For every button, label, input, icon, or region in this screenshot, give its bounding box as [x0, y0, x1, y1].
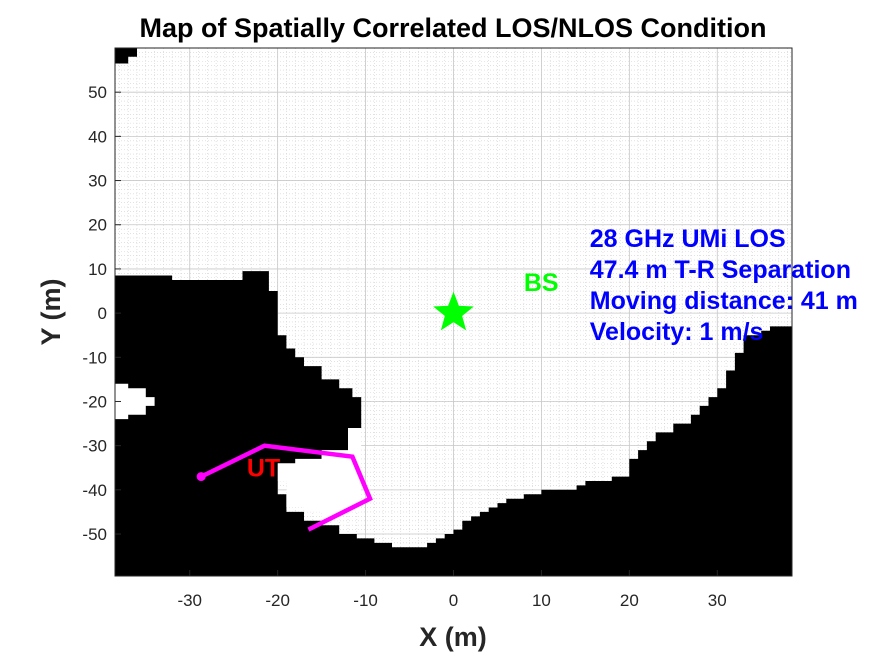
info-annotation: Velocity: 1 m/s: [590, 318, 764, 346]
bs-label: BS: [524, 269, 559, 297]
ut-start-point: [196, 472, 206, 482]
y-tick-label: -20: [82, 392, 107, 411]
x-tick-label: -20: [265, 591, 290, 610]
y-axis-label: Y (m): [36, 278, 66, 345]
info-annotation: Moving distance: 41 m: [590, 287, 858, 315]
los-region-west-los-pocket: [115, 383, 155, 420]
y-tick-label: 50: [88, 83, 107, 102]
ut-track-line: [200, 443, 373, 532]
los-region-ut-los-pocket: [277, 428, 362, 521]
y-tick-label: -50: [82, 525, 107, 544]
bs-star-icon: [433, 291, 474, 331]
chart-title: Map of Spatially Correlated LOS/NLOS Con…: [139, 13, 766, 43]
info-annotations: 28 GHz UMi LOS 47.4 m T-R Separation Movin…: [590, 225, 858, 346]
y-tick-label: 20: [88, 216, 107, 235]
x-tick-label: 20: [620, 591, 639, 610]
y-tick-label: 40: [88, 127, 107, 146]
y-tick-label: -30: [82, 437, 107, 456]
y-tick-label: 10: [88, 260, 107, 279]
y-tick-label: -40: [82, 481, 107, 500]
x-axis-label: X (m): [419, 622, 487, 652]
info-annotation: 28 GHz UMi LOS: [590, 225, 786, 253]
x-tick-label: 0: [449, 591, 458, 610]
y-tick-label: 0: [98, 304, 107, 323]
x-tick-label: -30: [177, 591, 202, 610]
axis-ticks: -30 -20 -10 0 10 20 30 -50 -40 -30 -20 -10 0 10 20 30 40…: [82, 83, 726, 610]
nlos-region-north-west-corner: [115, 48, 137, 64]
x-tick-label: 10: [532, 591, 551, 610]
markers-layer: BS UT: [247, 269, 559, 483]
nlos-region-west-and-south-obstruction: [115, 271, 792, 576]
info-annotation: 47.4 m T-R Separation: [590, 256, 851, 284]
y-tick-label: 30: [88, 172, 107, 191]
los-nlos-map: [115, 48, 792, 576]
y-tick-label: -10: [82, 348, 107, 367]
ut-label: UT: [247, 455, 280, 483]
x-tick-label: -10: [353, 591, 378, 610]
x-tick-label: 30: [708, 591, 727, 610]
ut-track-layer: [196, 443, 373, 532]
